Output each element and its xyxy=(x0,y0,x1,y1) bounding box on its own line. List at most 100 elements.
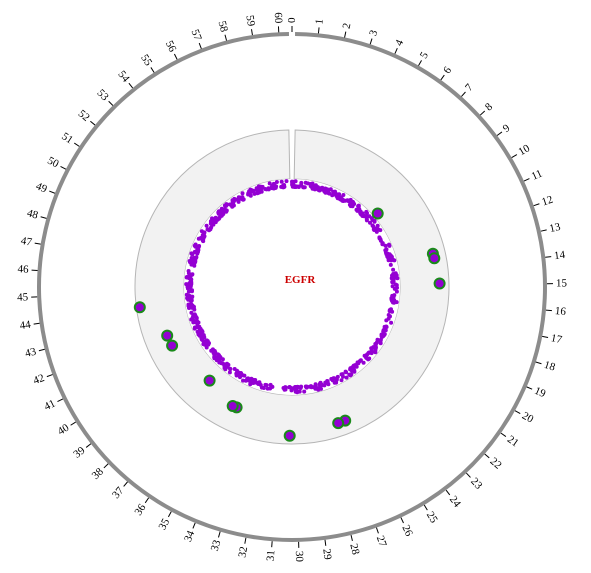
scatter-point xyxy=(326,382,331,387)
axis-tick xyxy=(90,120,96,126)
scatter-point xyxy=(380,334,385,339)
scatter-point xyxy=(308,184,313,188)
axis-tick xyxy=(545,309,552,312)
axis-tick xyxy=(423,504,428,511)
scatter-point xyxy=(192,261,197,266)
axis-tick xyxy=(244,537,247,544)
scatter-point xyxy=(219,213,224,218)
axis-tick xyxy=(70,421,76,426)
axis-tick-label: 37 xyxy=(110,484,127,501)
axis-tick-label: 57 xyxy=(189,28,204,43)
scatter-point xyxy=(257,380,262,385)
scatter-point xyxy=(195,329,200,334)
axis-tick xyxy=(217,531,221,538)
axis-tick xyxy=(57,398,64,402)
axis-tick xyxy=(144,497,150,504)
highlight-point xyxy=(203,374,216,387)
scatter-point xyxy=(227,202,232,207)
scatter-point xyxy=(231,202,236,206)
scatter-point xyxy=(340,372,345,377)
axis-tick xyxy=(34,242,41,245)
axis-tick-label: 44 xyxy=(19,319,32,333)
scatter-point xyxy=(364,355,369,360)
scatter-point xyxy=(293,179,298,184)
scatter-point xyxy=(296,185,301,189)
scatter-point xyxy=(211,219,216,224)
axis-tick-label: 24 xyxy=(447,494,464,510)
scatter-point xyxy=(232,367,237,371)
scatter-point xyxy=(318,381,323,386)
axis-tick-label: 3 xyxy=(367,28,380,37)
scatter-point xyxy=(208,221,213,226)
axis-tick-label: 50 xyxy=(45,155,61,171)
scatter-point xyxy=(313,383,318,388)
scatter-point xyxy=(265,386,270,391)
axis-tick-label: 47 xyxy=(20,235,33,249)
scatter-point xyxy=(394,289,399,294)
scatter-point xyxy=(334,380,339,385)
scatter-point xyxy=(391,267,396,272)
axis-tick xyxy=(85,443,92,448)
scatter-point xyxy=(189,251,194,256)
scatter-point xyxy=(343,369,348,374)
scatter-point xyxy=(263,382,268,387)
axis-tick xyxy=(38,348,45,352)
scatter-point xyxy=(185,284,190,289)
axis-tick xyxy=(479,110,486,116)
scatter-point xyxy=(390,280,395,284)
axis-tick-label: 19 xyxy=(533,385,548,401)
scatter-point xyxy=(389,296,394,301)
scatter-point xyxy=(375,227,380,232)
scatter-point xyxy=(223,362,228,367)
scatter-point xyxy=(248,382,253,387)
scatter-point xyxy=(389,254,394,259)
axis-tick-label: 13 xyxy=(548,221,562,235)
scatter-point xyxy=(222,209,227,214)
axis-tick xyxy=(542,335,549,338)
scatter-point xyxy=(267,181,272,186)
scatter-point xyxy=(319,386,323,391)
axis-tick-label: 22 xyxy=(488,455,504,471)
highlight-point xyxy=(332,417,345,430)
axis-tick-label: 32 xyxy=(236,546,250,559)
scatter-point xyxy=(350,365,355,370)
axis-tick-label: 11 xyxy=(530,167,545,182)
axis-tick xyxy=(251,29,253,36)
axis-tick xyxy=(394,47,398,54)
axis-tick-label: 59 xyxy=(243,14,257,27)
axis-tick xyxy=(461,91,466,97)
highlight-point xyxy=(133,301,146,314)
axis-tick-label: 42 xyxy=(32,372,46,387)
axis-tick-label: 28 xyxy=(347,542,361,556)
scatter-point xyxy=(216,211,221,216)
track-hole xyxy=(184,179,400,395)
scatter-point xyxy=(383,243,388,248)
axis-tick xyxy=(511,154,518,159)
axis-tick-label: 15 xyxy=(556,277,568,289)
scatter-point xyxy=(270,384,275,389)
axis-tick xyxy=(344,31,347,38)
scatter-point xyxy=(279,184,284,189)
axis-tick-label: 14 xyxy=(554,249,567,262)
scatter-point xyxy=(361,360,366,365)
scatter-point xyxy=(290,182,295,187)
scatter-point xyxy=(384,247,389,252)
scatter-point xyxy=(356,204,361,209)
scatter-point xyxy=(212,355,217,360)
scatter-point xyxy=(200,233,205,238)
axis-tick-label: 51 xyxy=(59,130,75,146)
scatter-point xyxy=(295,384,300,389)
scatter-point xyxy=(368,220,372,225)
inner-track xyxy=(134,129,450,445)
axis-tick-label: 41 xyxy=(42,397,57,413)
scatter-point xyxy=(251,380,256,385)
scatter-point xyxy=(387,242,391,247)
highlight-point xyxy=(433,277,446,290)
scatter-point xyxy=(284,179,289,184)
scatter-point xyxy=(296,389,301,394)
outer-ring-arc xyxy=(37,32,547,542)
scatter-point xyxy=(378,339,383,344)
scatter-point xyxy=(377,235,382,240)
scatter-point xyxy=(186,289,191,294)
